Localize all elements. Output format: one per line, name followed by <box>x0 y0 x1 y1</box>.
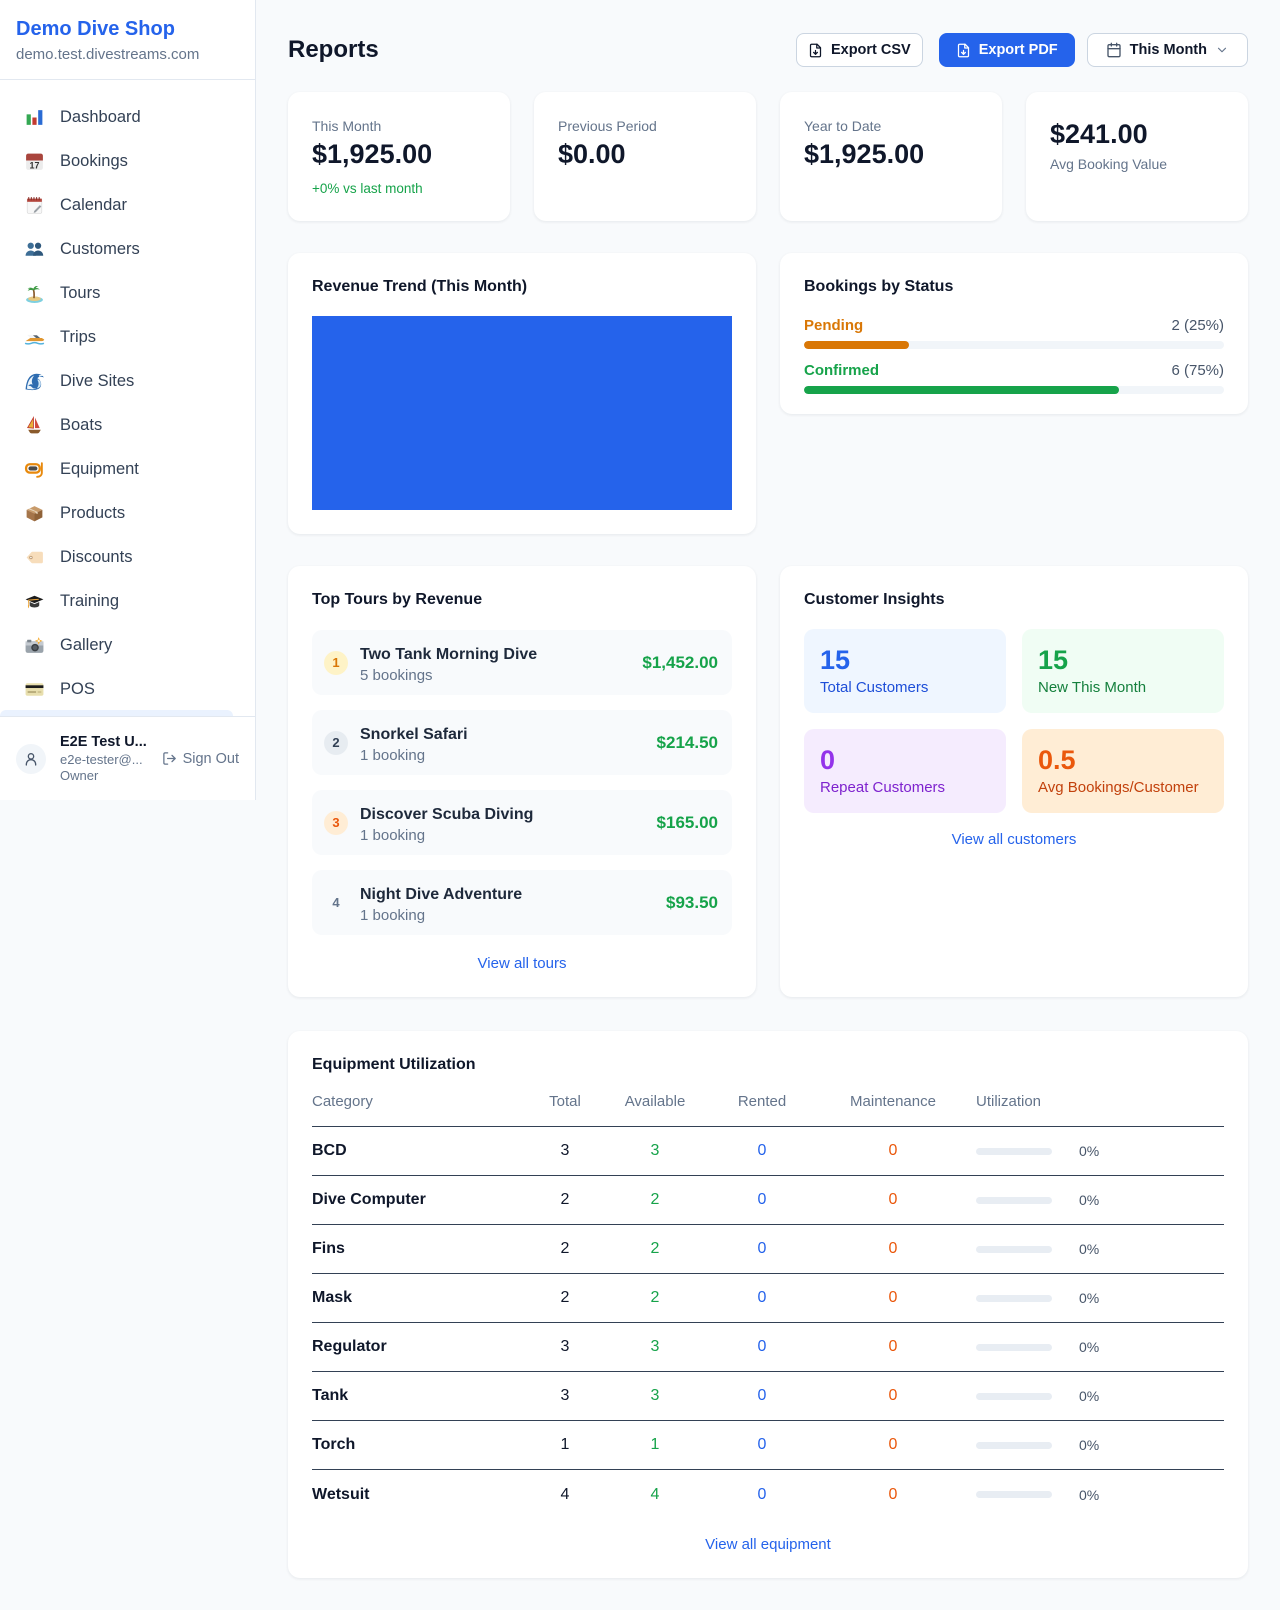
svg-text:17: 17 <box>30 160 40 170</box>
